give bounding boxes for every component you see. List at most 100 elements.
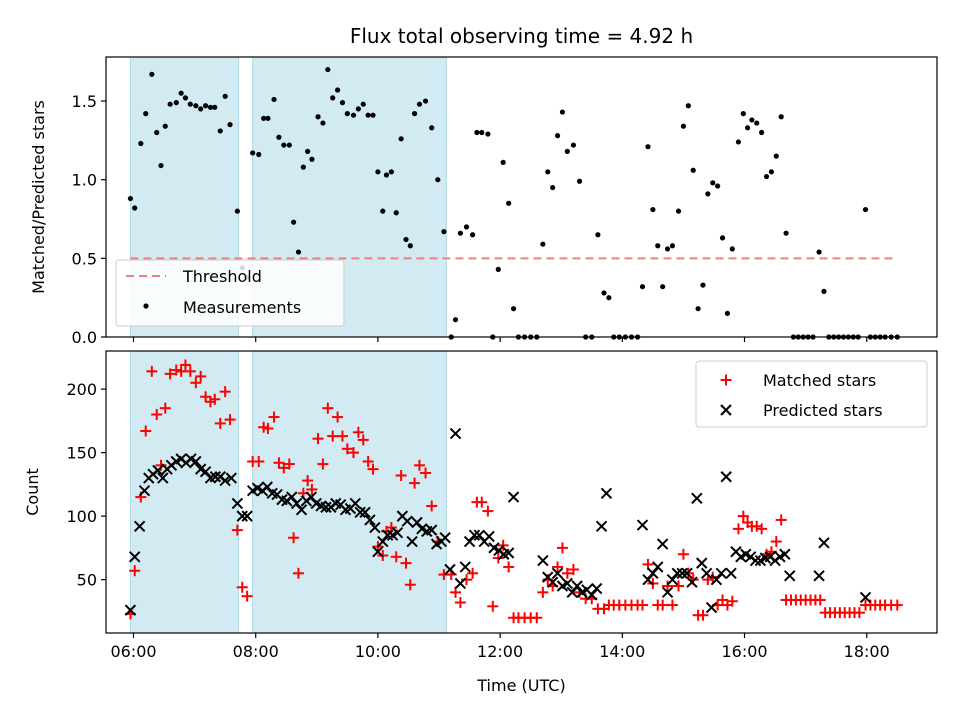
matched-star-point	[341, 443, 353, 455]
measurement-point	[320, 120, 326, 126]
matched-star-point	[224, 414, 236, 426]
cross-b	[661, 586, 674, 599]
cross-b	[468, 529, 481, 541]
measurement-point	[407, 243, 413, 249]
cross-b	[276, 493, 288, 506]
cross-b	[219, 474, 231, 487]
y-tick-label: 0.0	[72, 328, 97, 347]
predicted-star-point	[600, 487, 613, 499]
matched-star-point	[322, 402, 334, 414]
cross-b	[251, 482, 264, 494]
cross-b	[671, 567, 684, 580]
measurement-point	[388, 169, 394, 175]
cross-b	[546, 576, 559, 588]
predicted-star-point	[700, 567, 713, 580]
predicted-star-point	[439, 532, 451, 544]
matched-star-point	[170, 364, 182, 376]
predicted-star-point	[813, 570, 825, 582]
matched-star-point	[775, 514, 787, 526]
predicted-star-point	[468, 529, 481, 541]
threshold-legend-label: Threshold	[182, 267, 262, 286]
matched-star-point	[476, 496, 488, 508]
cross-b	[416, 523, 428, 535]
measurement-point	[495, 266, 501, 272]
measurement-point	[265, 115, 271, 121]
predicted-star-point	[656, 538, 669, 550]
measurement-point	[365, 112, 371, 118]
predicted-star-point	[349, 497, 362, 510]
measurement-point	[132, 205, 138, 211]
cross-b	[310, 497, 322, 510]
measurement-point	[334, 87, 341, 93]
cross-b	[349, 497, 362, 510]
matched-star-point	[666, 599, 678, 611]
x-tick-label: 10:00	[355, 642, 401, 661]
measurement-point	[564, 148, 570, 154]
cross-b	[449, 427, 462, 440]
measurement-point	[595, 232, 601, 238]
predicted-star-point	[636, 519, 649, 531]
y-tick-label: 1.0	[72, 171, 97, 190]
matched-star-point	[420, 467, 432, 479]
y-tick-label: 150	[66, 444, 97, 463]
bottom-axes: 06:00 08:00 10:00 12:00 14:00 16:00 18:00 50 100…	[66, 380, 889, 661]
matched-star-point	[214, 417, 226, 429]
cross-b	[720, 404, 732, 416]
measurement-point	[783, 230, 789, 236]
measurement-point	[821, 288, 827, 294]
cross-b	[305, 491, 318, 503]
matched-star-point	[756, 523, 768, 535]
predicted-star-point	[571, 580, 583, 592]
matched-star-point	[426, 500, 438, 512]
x-tick-label: 16:00	[721, 642, 767, 661]
matched-star-point	[552, 561, 564, 573]
matched-star-point	[241, 590, 253, 602]
matched-star-point	[236, 581, 248, 593]
measurement-point	[470, 232, 476, 238]
cross-b	[636, 519, 649, 531]
predicted-star-point	[537, 554, 549, 567]
measurement-point	[435, 177, 441, 183]
measurement-point	[355, 106, 361, 112]
matched-star-point	[853, 607, 865, 619]
predicted-star-point	[784, 570, 796, 582]
cross-b	[377, 535, 389, 548]
predicted-star-point	[295, 504, 308, 516]
top-y-axis-label: Matched/Predicted stars	[29, 100, 48, 294]
cross-b	[473, 529, 486, 541]
cross-b	[295, 504, 308, 516]
cross-b	[488, 542, 500, 554]
measurement-point	[344, 111, 350, 117]
measurement-point	[398, 136, 404, 142]
y-tick-label: 200	[66, 380, 97, 399]
x-tick-label: 12:00	[477, 642, 523, 661]
matched-star-point	[362, 456, 374, 468]
cross-b	[700, 567, 713, 580]
predicted-star-point	[138, 485, 151, 497]
matched-star-point	[357, 434, 369, 446]
predicted-star-point	[199, 465, 212, 478]
measurement-point	[202, 103, 209, 109]
predicted-star-point	[372, 545, 384, 558]
predicted-star-point	[779, 548, 791, 560]
predicted-star-point	[133, 520, 146, 533]
measurement-point	[715, 183, 721, 189]
cross-b	[138, 485, 151, 497]
measurement-point	[158, 162, 164, 169]
matched-star-point	[179, 359, 191, 371]
predicted-star-point	[676, 567, 688, 580]
cross-b	[705, 601, 718, 614]
cross-b	[330, 497, 342, 510]
legend-cross	[720, 404, 732, 416]
matched-star-point	[200, 391, 212, 403]
cross-b	[444, 563, 456, 576]
matched-star-point	[492, 552, 504, 564]
matched-star-point	[662, 580, 674, 592]
matched-star-point	[503, 561, 515, 573]
measurement-point	[429, 125, 435, 131]
measurement-point	[330, 95, 336, 101]
matched-star-point	[273, 457, 285, 469]
cross-b	[185, 453, 197, 465]
matched-star-point	[561, 567, 573, 579]
cross-b	[369, 521, 381, 534]
